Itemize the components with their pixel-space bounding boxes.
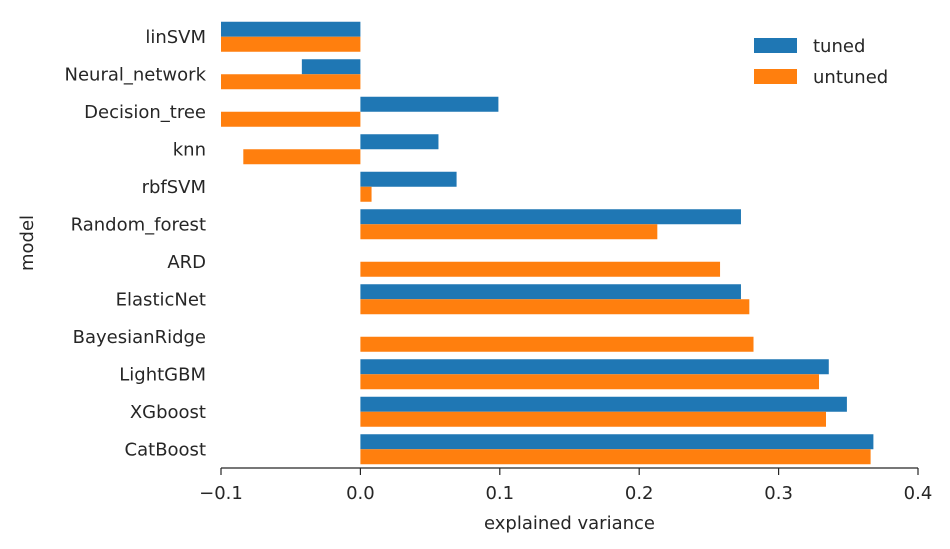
y-tick-label: ElasticNet xyxy=(116,289,206,310)
legend: tuned untuned xyxy=(754,36,888,88)
legend-swatch-tuned xyxy=(754,38,797,53)
y-tick-label: linSVM xyxy=(145,27,206,48)
bar-untuned-random-forest xyxy=(360,224,658,240)
x-tick-label: 0.1 xyxy=(485,483,514,504)
bar-untuned-elasticnet xyxy=(360,299,750,315)
y-tick-label: BayesianRidge xyxy=(73,327,206,348)
y-tick-label: LightGBM xyxy=(119,364,206,385)
y-tick-label: knn xyxy=(173,139,206,160)
bar-tuned-lightgbm xyxy=(360,359,829,375)
legend-label-tuned: tuned xyxy=(813,36,865,57)
bar-untuned-bayesianridge xyxy=(360,336,754,352)
y-tick-label: Neural_network xyxy=(65,64,207,85)
y-tick-label: ARD xyxy=(167,252,206,273)
x-tick-label: 0.2 xyxy=(625,483,654,504)
bar-untuned-decision-tree xyxy=(221,111,361,127)
bar-tuned-linsvm xyxy=(221,21,361,37)
y-axis-title: model xyxy=(17,215,38,271)
bar-untuned-rbfsvm xyxy=(360,186,372,202)
bar-tuned-elasticnet xyxy=(360,284,741,300)
bar-untuned-xgboost xyxy=(360,411,826,427)
legend-swatch-untuned xyxy=(754,69,797,84)
bar-tuned-knn xyxy=(360,134,439,150)
x-tick-label: −0.1 xyxy=(199,483,243,504)
x-axis: −0.1 0.0 0.1 0.2 0.3 0.4 xyxy=(199,467,933,504)
bar-tuned-decision-tree xyxy=(360,96,499,112)
x-axis-title: explained variance xyxy=(484,513,655,534)
y-tick-label: Random_forest xyxy=(71,214,206,235)
y-tick-label: Decision_tree xyxy=(84,102,206,123)
x-tick-label: 0.0 xyxy=(346,483,375,504)
x-tick-label: 0.4 xyxy=(904,483,933,504)
y-tick-label: CatBoost xyxy=(125,439,206,460)
bar-untuned-knn xyxy=(243,149,361,165)
bar-tuned-rbfsvm xyxy=(360,171,457,187)
bar-untuned-catboost xyxy=(360,449,871,465)
bar-untuned-ard xyxy=(360,261,721,277)
bar-tuned-neural-network xyxy=(301,59,361,75)
bar-untuned-neural-network xyxy=(221,74,361,90)
bar-tuned-catboost xyxy=(360,434,874,450)
bar-tuned-xgboost xyxy=(360,396,847,412)
legend-label-untuned: untuned xyxy=(813,67,888,88)
x-tick-label: 0.3 xyxy=(764,483,793,504)
y-tick-label: XGboost xyxy=(130,402,206,423)
bar-untuned-lightgbm xyxy=(360,374,820,390)
bar-tuned-random-forest xyxy=(360,209,741,225)
bar-untuned-linsvm xyxy=(221,36,361,52)
bars-group xyxy=(221,21,874,465)
y-tick-label: rbfSVM xyxy=(142,177,206,198)
